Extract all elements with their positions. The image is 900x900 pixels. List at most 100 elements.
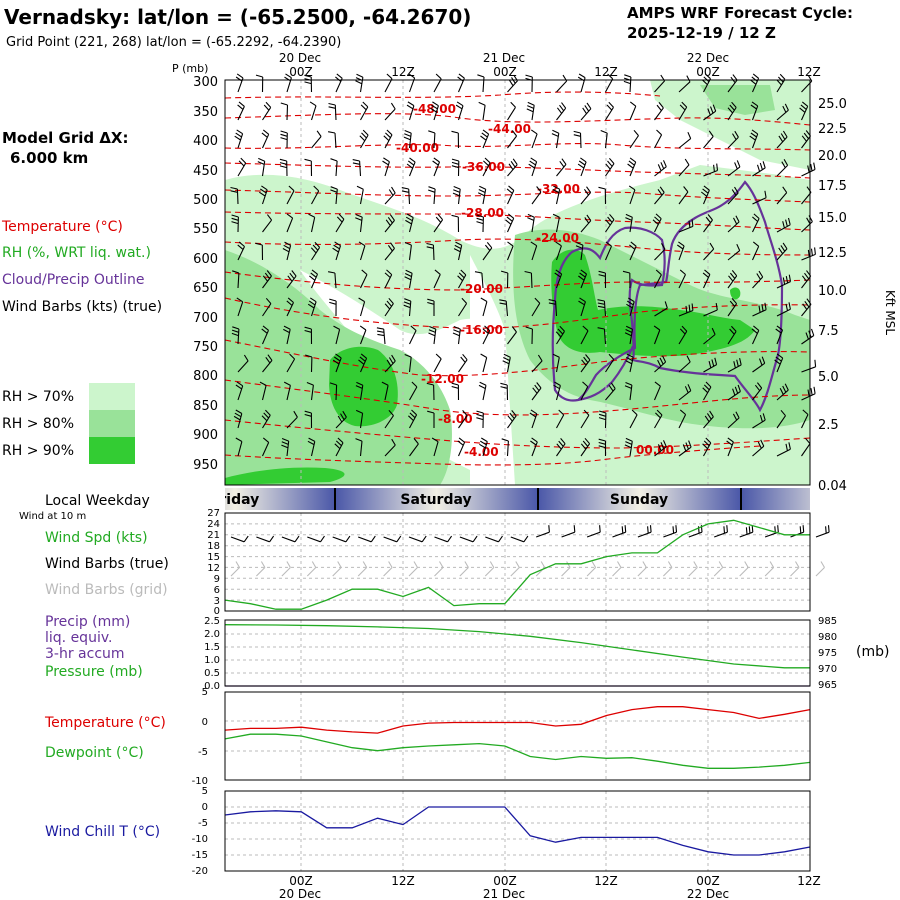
height-tick: 20.0 <box>818 149 847 164</box>
pressure-tick: 700 <box>193 311 218 326</box>
xs-wind-barb <box>727 325 737 345</box>
true-wind-barb <box>281 535 300 543</box>
wind-panel: Wind Spd (kts) Wind Barbs (true) Wind Ba… <box>45 508 830 617</box>
xs-wind-barb <box>700 185 710 205</box>
wind-frame <box>224 512 811 612</box>
xs-wind-barb <box>261 325 270 345</box>
xs-wind-barb <box>261 129 270 149</box>
xs-wind-barb <box>384 73 393 93</box>
top-hour-tick: 00Z <box>493 65 517 79</box>
xs-wind-barb <box>577 73 586 93</box>
forecast-cycle-label: AMPS WRF Forecast Cycle: <box>627 4 853 22</box>
pressure-tick-right: 970 <box>818 664 837 675</box>
xs-wind-barb <box>597 327 607 345</box>
xs-wind-barb <box>478 381 487 401</box>
pressure-tick: 850 <box>193 399 218 414</box>
xs-wind-barb <box>678 269 686 289</box>
precip-tick: 0.0 <box>204 681 220 692</box>
xs-wind-barb <box>502 353 511 373</box>
xs-wind-barb <box>776 103 789 121</box>
xs-wind-barb <box>524 270 533 289</box>
wind-y-tick: 3 <box>214 596 220 607</box>
xs-wind-barb <box>433 269 441 289</box>
true-wind-barb <box>459 535 478 543</box>
grid-wind-barb <box>459 561 469 577</box>
weekday-saturday: Saturday <box>400 492 471 508</box>
height-tick: 0.04 <box>818 479 847 494</box>
true-wind-barb <box>230 535 249 543</box>
xs-wind-barb <box>506 185 515 205</box>
xs-wind-barb <box>678 219 694 233</box>
isotherm-label: -24.00 <box>536 231 579 245</box>
xs-wind-barb <box>578 269 588 289</box>
xs-wind-barb <box>280 102 289 121</box>
xs-wind-barb <box>381 381 389 401</box>
isotherms <box>224 91 811 466</box>
precip-panel: Precip (mm) liq. equiv. 3-hr accum Press… <box>45 614 889 692</box>
xs-wind-barb <box>432 157 441 177</box>
rh90-region-surface <box>225 467 345 485</box>
true-wind-barb <box>485 535 503 543</box>
chill-vgrid <box>300 791 709 871</box>
wind-y-tick: 15 <box>207 552 220 563</box>
xs-wind-barb <box>279 158 288 177</box>
xs-wind-barb <box>258 185 268 205</box>
bottom-hour-tick: 00Z <box>696 874 720 888</box>
pressure-line <box>224 624 810 669</box>
weekday-seg-sunday <box>538 488 741 510</box>
xs-wind-barb <box>453 241 463 261</box>
xs-wind-barb <box>231 326 240 345</box>
xs-wind-barb <box>235 381 244 401</box>
xs-wind-barb <box>552 185 561 205</box>
height-tick: 10.0 <box>818 284 847 299</box>
xs-wind-barb <box>384 409 394 429</box>
xs-wind-barb <box>555 241 562 261</box>
xs-wind-barb <box>477 185 487 205</box>
xs-wind-barb <box>654 355 667 373</box>
xs-wind-barb <box>526 101 535 121</box>
xs-wind-barb <box>577 157 587 177</box>
xs-wind-barb <box>703 357 718 373</box>
grid-wind-barb <box>612 561 622 577</box>
xs-wind-barb <box>280 130 288 149</box>
bottom-hour-tick: 12Z <box>391 874 415 888</box>
grid-wind-barb <box>637 561 647 577</box>
xs-wind-barb <box>598 410 607 429</box>
precip-liq-legend: liq. equiv. <box>45 630 112 646</box>
true-wind-barb <box>815 525 830 538</box>
precip-tick: 1.0 <box>204 655 220 666</box>
xs-wind-barb <box>573 130 582 149</box>
xs-wind-barb <box>652 213 662 233</box>
rh90-region-center <box>551 249 755 357</box>
isotherm-label: -4.00 <box>464 445 499 459</box>
xs-wind-barb <box>654 102 664 121</box>
xs-wind-barb <box>556 102 567 121</box>
xs-wind-barb <box>654 301 668 317</box>
pressure-tick: 900 <box>193 428 218 443</box>
xs-wind-barb <box>286 297 294 317</box>
xs-wind-barb <box>355 438 363 457</box>
xs-wind-barb <box>233 409 243 429</box>
pressure-tick: 300 <box>193 75 218 90</box>
xs-wind-barb <box>235 437 243 457</box>
xs-wind-barb <box>307 437 316 457</box>
precip-legend: Precip (mm) <box>45 614 130 630</box>
xs-wind-barb <box>406 101 415 121</box>
local-weekday-label: Local Weekday <box>45 493 150 509</box>
isotherm-label: -48.00 <box>413 102 456 116</box>
bottom-hour-tick: 12Z <box>594 874 618 888</box>
xs-wind-barb <box>727 298 738 317</box>
xs-wind-barb <box>433 353 442 373</box>
xs-wind-barb <box>352 159 362 177</box>
pressure-legend: Pressure (mb) <box>45 664 143 680</box>
xs-wind-barb <box>525 326 533 345</box>
xs-wind-barb <box>458 297 468 317</box>
chill-y-tick: -20 <box>192 866 208 877</box>
wind-height-label: Wind at 10 m <box>19 511 86 522</box>
xs-wind-barb <box>654 409 663 429</box>
xs-wind-barb <box>384 102 396 121</box>
pressure-axis-title: P (mb) <box>172 62 208 75</box>
xs-wind-barb <box>403 129 412 149</box>
grid-wind-barb <box>713 561 724 577</box>
xs-wind-barb <box>452 185 461 205</box>
